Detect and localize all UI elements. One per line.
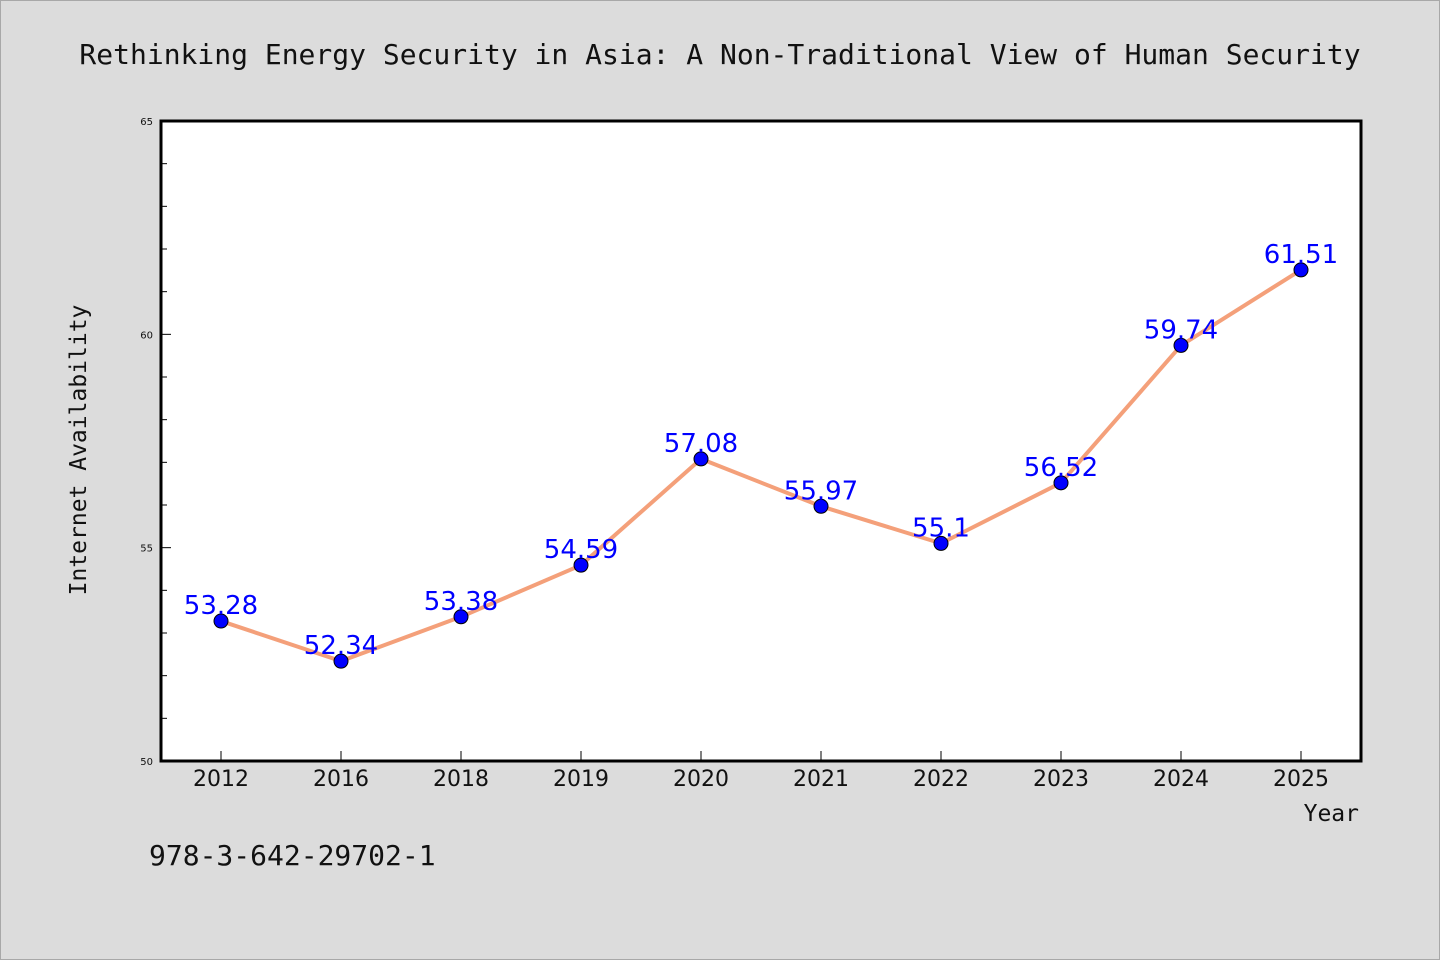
data-label: 54.59 xyxy=(544,535,618,565)
x-tick-label: 2016 xyxy=(313,767,369,792)
x-tick-label: 2019 xyxy=(553,767,609,792)
data-point-marker xyxy=(693,451,709,467)
x-tick-label: 2023 xyxy=(1033,767,1089,792)
data-label: 53.28 xyxy=(184,591,258,621)
x-tick-label: 2012 xyxy=(193,767,249,792)
x-tick-label: 2020 xyxy=(673,767,729,792)
y-tick-label: 50 xyxy=(140,757,153,768)
x-tick-label: 2024 xyxy=(1153,767,1209,792)
x-tick-label: 2022 xyxy=(913,767,969,792)
data-label: 52.34 xyxy=(304,631,378,661)
y-tick-label: 65 xyxy=(140,117,153,128)
data-point-marker xyxy=(213,613,229,629)
x-axis-label: Year xyxy=(1304,801,1359,827)
isbn-text: 978-3-642-29702-1 xyxy=(149,839,436,872)
data-point-marker xyxy=(333,653,349,669)
x-tick-label: 2021 xyxy=(793,767,849,792)
data-label: 56.52 xyxy=(1024,453,1098,483)
series-temperature: 53.28 52.34 53.38 54.59 57.08 55.97 55.1 56.52 5… xyxy=(184,240,1338,669)
y-axis: 50 55 60 65 xyxy=(140,117,171,768)
y-tick-label: 55 xyxy=(140,544,153,555)
x-tick-label: 2025 xyxy=(1273,767,1329,792)
data-label: 55.97 xyxy=(784,476,858,506)
x-tick-label: 2018 xyxy=(433,767,489,792)
series-line xyxy=(219,267,1303,664)
data-point-marker xyxy=(1173,337,1189,353)
data-point-marker xyxy=(933,535,949,551)
chart-title: Rethinking Energy Security in Asia: A No… xyxy=(79,38,1360,71)
data-label: 61.51 xyxy=(1264,240,1338,270)
y-tick-label: 60 xyxy=(140,330,153,341)
data-label: 55.1 xyxy=(912,513,970,543)
y-axis-label: Internet Availability xyxy=(66,305,92,596)
data-point-marker xyxy=(1293,262,1309,278)
data-point-marker xyxy=(813,498,829,514)
data-point-marker xyxy=(1053,475,1069,491)
data-label: 57.08 xyxy=(664,429,738,459)
x-axis: 2012 2016 2018 2019 2020 2021 2022 2023 2024 2025 xyxy=(193,751,1329,792)
data-label: 59.74 xyxy=(1144,315,1218,345)
data-point-marker xyxy=(573,557,589,573)
data-label: 53.38 xyxy=(424,587,498,617)
data-point-marker xyxy=(453,609,469,625)
